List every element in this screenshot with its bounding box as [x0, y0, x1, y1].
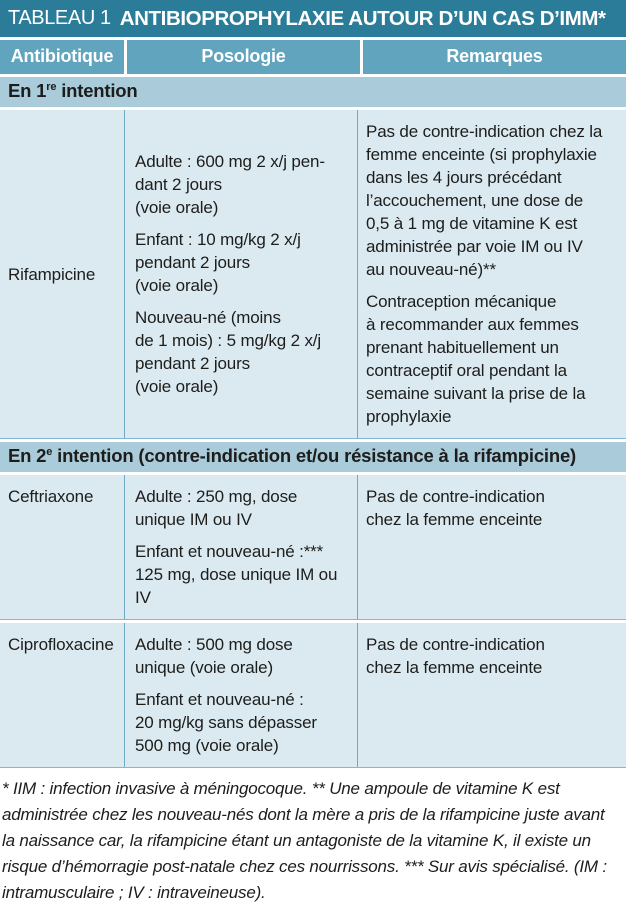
section1-superscript: re [46, 80, 57, 93]
posologie-enfant-nouveau-ne: Enfant et nouveau-né :*** 125 mg, dose u… [135, 542, 338, 607]
section2-prefix: En 2 [8, 445, 47, 466]
table-title: ANTIBIOPROPHYLAXIE AUTOUR D’UN CAS D’IMM… [119, 6, 606, 30]
remarques-cell-rifampicine: Pas de contre-indication chez la femme e… [357, 110, 626, 438]
remarque-contre-indication: Pas de contre-indication chez la femme e… [366, 122, 603, 279]
remarque-contre-indication: Pas de contre-indication chez la femme e… [366, 487, 545, 529]
column-header-row: Antibiotique Posologie Remarques [0, 40, 626, 74]
section-header-premiere-intention: En 1re intention [0, 77, 626, 107]
posologie-cell-rifampicine: Adulte : 600 mg 2 x/j pen- dant 2 jours … [124, 110, 357, 438]
section2-superscript: e [46, 445, 53, 458]
posologie-adulte: Adulte : 250 mg, dose unique IM ou IV [135, 487, 298, 529]
column-header-antibiotique: Antibiotique [0, 40, 124, 74]
posologie-adulte: Adulte : 500 mg dose unique (voie orale) [135, 635, 293, 677]
table-row-ciprofloxacine: Ciprofloxacine Adulte : 500 mg dose uniq… [0, 623, 626, 768]
posologie-enfant-nouveau-ne: Enfant et nouveau-né : 20 mg/kg sans dép… [135, 690, 317, 755]
antibiotic-name-rifampicine: Rifampicine [8, 264, 96, 284]
section1-prefix: En 1 [8, 80, 47, 101]
posologie-enfant: Enfant : 10 mg/kg 2 x/j pendant 2 jours … [135, 230, 301, 295]
column-header-posologie: Posologie [127, 40, 360, 74]
antibiotic-name-ceftriaxone: Ceftriaxone [8, 487, 94, 506]
antibiotic-name-ciprofloxacine: Ciprofloxacine [8, 635, 114, 654]
remarques-cell-ciprofloxacine: Pas de contre-indication chez la femme e… [357, 623, 626, 767]
remarque-contraception: Contraception mécanique à recommander au… [366, 292, 586, 426]
remarques-cell-ceftriaxone: Pas de contre-indication chez la femme e… [357, 475, 626, 619]
table-number-label: TABLEAU 1 [8, 7, 111, 29]
posologie-nouveau-ne: Nouveau-né (moins de 1 mois) : 5 mg/kg 2… [135, 308, 322, 396]
remarque-contre-indication: Pas de contre-indication chez la femme e… [366, 635, 545, 677]
table-title-bar: TABLEAU 1 ANTIBIOPROPHYLAXIE AUTOUR D’UN… [0, 0, 626, 37]
posologie-cell-ciprofloxacine: Adulte : 500 mg dose unique (voie orale)… [124, 623, 357, 767]
posologie-adulte: Adulte : 600 mg 2 x/j pen- dant 2 jours … [135, 152, 325, 217]
section-header-deuxieme-intention: En 2e intention (contre-indication et/ou… [0, 442, 626, 472]
table-row-ceftriaxone: Ceftriaxone Adulte : 250 mg, dose unique… [0, 475, 626, 620]
section1-suffix: intention [56, 80, 138, 101]
footnote: * IIM : infection invasive à méningocoqu… [2, 779, 607, 902]
section2-suffix: intention (contre-indication et/ou résis… [52, 445, 576, 466]
column-header-remarques: Remarques [363, 40, 626, 74]
posologie-cell-ceftriaxone: Adulte : 250 mg, dose unique IM ou IV En… [124, 475, 357, 619]
table-row-rifampicine: Rifampicine Adulte : 600 mg 2 x/j pen- d… [0, 110, 626, 439]
